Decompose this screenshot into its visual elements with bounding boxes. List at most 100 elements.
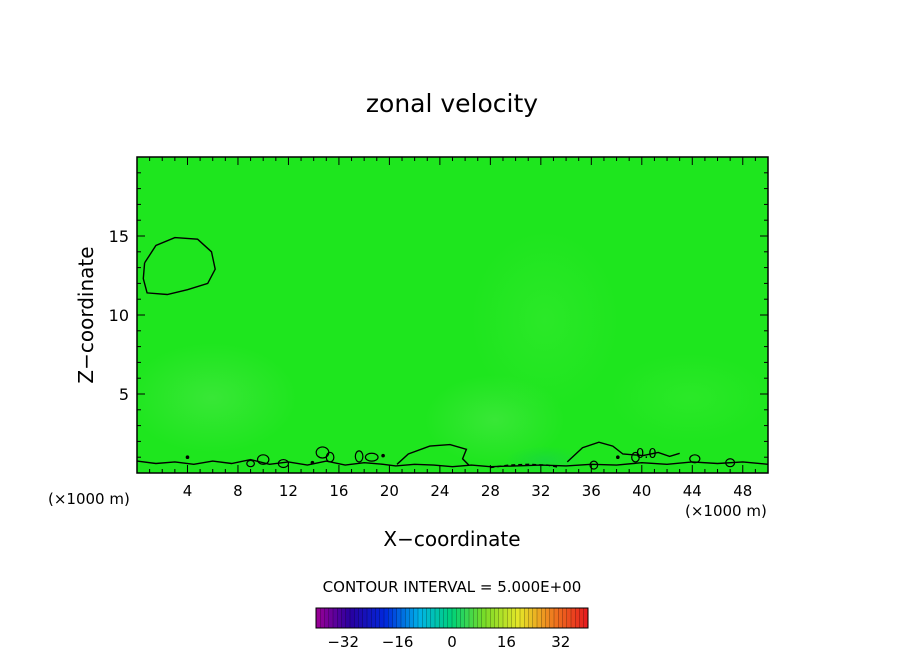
field-variation [470, 230, 620, 410]
contour-loop [725, 458, 736, 468]
y-axis-label: Z−coordinate [74, 246, 98, 383]
colorbar-cell [324, 608, 330, 628]
colorbar-cell [583, 608, 589, 628]
contour-dot [381, 453, 385, 458]
colorbar-tick-label: 0 [447, 633, 457, 651]
chart-title: zonal velocity [366, 89, 538, 118]
contour-loop [689, 454, 701, 464]
x-unit-label: (×1000 m) [48, 490, 130, 508]
plot-area: 0.0 [137, 157, 768, 473]
colorbar-cell [460, 608, 466, 628]
colorbar-cell [498, 608, 504, 628]
colorbar-cell [320, 608, 325, 628]
contour-loop [354, 450, 364, 463]
colorbar-cell [333, 608, 338, 628]
colorbar-cell [452, 608, 457, 628]
colorbar-cell [566, 608, 572, 628]
contour-loop [325, 451, 335, 463]
colorbar-cell [379, 608, 385, 628]
colorbar-cell [541, 608, 546, 628]
colorbar-cell [362, 608, 368, 628]
colorbar-cell [345, 608, 351, 628]
contour-line [142, 236, 216, 296]
x-tick-label: 16 [329, 482, 348, 500]
contour-loop [364, 452, 379, 462]
colorbar-cell [405, 608, 410, 628]
colorbar-cell [426, 608, 432, 628]
y-tick-label: 5 [119, 385, 129, 404]
colorbar-cell [528, 608, 534, 628]
colorbar-cell [520, 608, 525, 628]
colorbar-tick-label: −32 [327, 633, 359, 651]
colorbar-cell [507, 608, 512, 628]
field-variation [505, 446, 585, 473]
contour-loop [256, 454, 270, 465]
colorbar-tick-label: 32 [551, 633, 570, 651]
colorbar-cell [490, 608, 495, 628]
contour-loop [631, 451, 640, 463]
x-tick-label: 32 [531, 482, 550, 500]
colorbar-cell [358, 608, 364, 628]
colorbar-cell [435, 608, 440, 628]
field-variation [610, 353, 768, 443]
contour-loop [277, 458, 290, 469]
colorbar-cell [494, 608, 500, 628]
colorbar-frame [315, 607, 589, 629]
colorbar-cell [503, 608, 508, 628]
x-axis-label: X−coordinate [383, 527, 520, 551]
colorbar-cell [396, 608, 402, 628]
colorbar-cell [443, 608, 449, 628]
colorbar-cell [571, 608, 576, 628]
x-tick-label: 20 [380, 482, 399, 500]
colorbar-cell [375, 608, 381, 628]
colorbar-cell [439, 608, 444, 628]
x-tick-label: 12 [279, 482, 298, 500]
colorbar-cell [367, 608, 372, 628]
contour-label: 0.0 [636, 447, 657, 462]
x-tick-label: 36 [582, 482, 601, 500]
colorbar-cell [447, 608, 453, 628]
contour-dot [310, 460, 315, 465]
contour-dot [616, 455, 620, 460]
contour-interval-text: CONTOUR INTERVAL = 5.000E+00 [323, 578, 582, 596]
colorbar-cell [481, 608, 487, 628]
colorbar-cell [532, 608, 538, 628]
colorbar-cell [413, 608, 419, 628]
colorbar-cell [579, 608, 585, 628]
colorbar-cell [388, 608, 393, 628]
colorbar-cell [515, 608, 521, 628]
colorbar-cell [430, 608, 436, 628]
colorbar-tick-label: −16 [382, 633, 414, 651]
colorbar [315, 608, 589, 628]
colorbar-cell [473, 608, 478, 628]
contour-dot [185, 455, 190, 460]
colorbar-cell [575, 608, 580, 628]
colorbar-cell [545, 608, 551, 628]
colorbar-cell [511, 608, 517, 628]
colorbar-tick-label: 16 [497, 633, 516, 651]
colorbar-cell [524, 608, 529, 628]
colorbar-cell [371, 608, 376, 628]
colorbar-cell [422, 608, 427, 628]
x-tick-label: 44 [683, 482, 702, 500]
contour-line [396, 443, 470, 466]
colorbar-cell [341, 608, 347, 628]
x-tick-label: 28 [481, 482, 500, 500]
colorbar-cell [401, 608, 406, 628]
y-tick-label: 15 [109, 227, 129, 246]
y-axis: 5 10 15 [109, 172, 768, 458]
colorbar-cell [486, 608, 491, 628]
contour-line [137, 458, 768, 468]
colorbar-cell [409, 608, 415, 628]
contour-loop [589, 460, 599, 470]
contour-line [566, 441, 680, 463]
x-tick-label: 8 [233, 482, 243, 500]
contour-lines [137, 236, 768, 470]
x-tick-label: 40 [632, 482, 651, 500]
colorbar-cell [477, 608, 483, 628]
colorbar-cell [316, 608, 321, 628]
colorbar-cell [456, 608, 461, 628]
colorbar-cell [554, 608, 559, 628]
colorbar-cell [549, 608, 555, 628]
